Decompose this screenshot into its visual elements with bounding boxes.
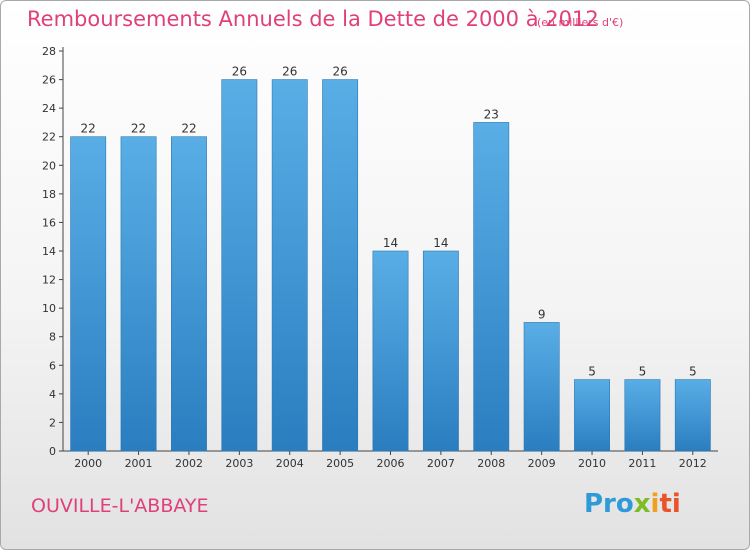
data-label: 26 xyxy=(282,65,297,79)
data-label: 22 xyxy=(181,122,196,136)
data-label: 22 xyxy=(81,122,96,136)
bar xyxy=(120,136,157,452)
bar xyxy=(523,322,560,452)
bar xyxy=(221,79,258,452)
data-labels: 22 22 22 26 26 26 14 14 23 9 5 5 5 xyxy=(81,65,697,379)
chart-title: Remboursements Annuels de la Dette de 20… xyxy=(27,7,599,31)
data-label: 26 xyxy=(332,65,347,79)
data-label: 14 xyxy=(383,236,398,250)
x-tick-label: 2005 xyxy=(326,457,354,470)
x-tick-label: 2000 xyxy=(74,457,102,470)
bars xyxy=(70,79,711,452)
y-tick-label: 2 xyxy=(49,416,56,429)
y-tick-label: 8 xyxy=(49,331,56,344)
x-tick-label: 2010 xyxy=(578,457,606,470)
y-tick-label: 16 xyxy=(42,216,56,229)
y-tick-label: 22 xyxy=(42,131,56,144)
bar xyxy=(574,379,610,452)
bar xyxy=(473,122,510,452)
bar xyxy=(372,250,409,452)
y-tick-label: 0 xyxy=(49,445,56,458)
bar xyxy=(322,79,359,452)
x-tick-label: 2007 xyxy=(427,457,455,470)
y-tick-label: 4 xyxy=(49,388,56,401)
x-tick-label: 2008 xyxy=(477,457,505,470)
proxiti-logo[interactable]: Proxiti xyxy=(584,489,681,519)
y-tick-label: 6 xyxy=(49,359,56,372)
data-label: 14 xyxy=(433,236,448,250)
y-tick-label: 28 xyxy=(42,45,56,58)
x-tick-label: 2006 xyxy=(377,457,405,470)
data-label: 5 xyxy=(588,365,596,379)
place-name: OUVILLE-L'ABBAYE xyxy=(31,495,209,517)
data-label: 5 xyxy=(639,365,647,379)
x-tick-label: 2001 xyxy=(125,457,153,470)
chart-unit: (en milliers d'€) xyxy=(537,16,624,29)
y-tick-label: 14 xyxy=(42,245,56,258)
y-tick-label: 18 xyxy=(42,188,56,201)
y-tick-label: 26 xyxy=(42,74,56,87)
bar xyxy=(422,250,459,452)
x-tick-label: 2012 xyxy=(679,457,707,470)
x-tick-label: 2002 xyxy=(175,457,203,470)
bar xyxy=(674,379,711,452)
y-tick-label: 12 xyxy=(42,274,56,287)
bar xyxy=(271,79,308,452)
bar xyxy=(70,136,107,452)
data-label: 26 xyxy=(232,65,247,79)
x-tick-label: 2009 xyxy=(528,457,556,470)
bar xyxy=(624,379,661,452)
y-tick-label: 20 xyxy=(42,159,56,172)
data-label: 23 xyxy=(484,107,499,121)
data-label: 9 xyxy=(538,307,546,321)
bar xyxy=(171,136,207,452)
y-tick-label: 10 xyxy=(42,302,56,315)
data-label: 5 xyxy=(689,365,697,379)
data-label: 22 xyxy=(131,122,146,136)
x-tick-label: 2003 xyxy=(225,457,253,470)
y-tick-label: 24 xyxy=(42,102,56,115)
x-tick-label: 2004 xyxy=(276,457,304,470)
x-tick-label: 2011 xyxy=(628,457,656,470)
